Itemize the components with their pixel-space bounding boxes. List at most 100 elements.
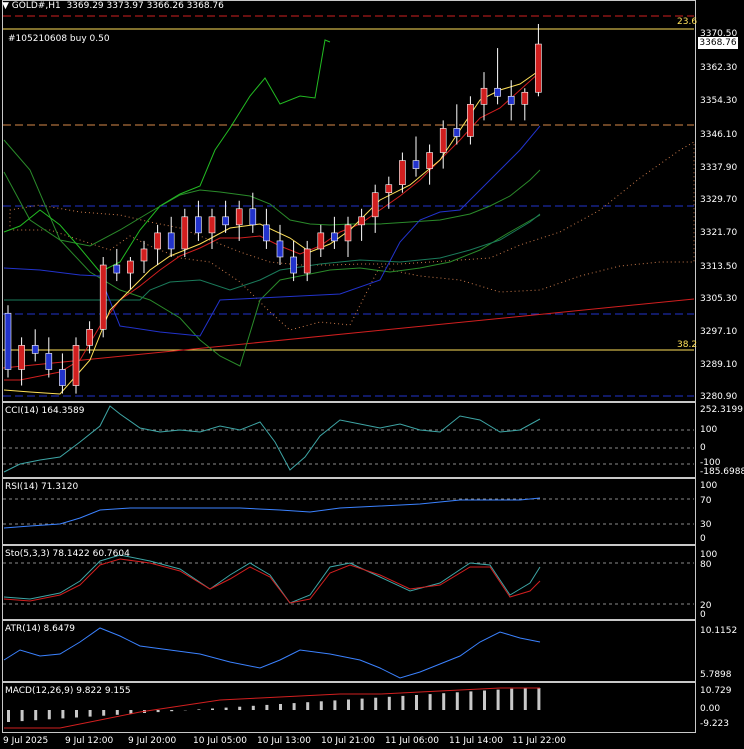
order-label: #105210608 buy 0.50 — [8, 34, 110, 44]
macd-histogram-bar — [523, 688, 527, 710]
macd-histogram-bar — [510, 688, 514, 710]
candle-body — [303, 248, 311, 274]
macd-histogram-bar — [115, 710, 119, 715]
stochastic-pane[interactable]: Sto(5,3,3) 78.1422 60.7604 100 80 20 0 — [0, 545, 744, 620]
macd-histogram-bar — [415, 695, 418, 710]
price-tick: 3362.30 — [700, 63, 738, 73]
macd-histogram-bar — [428, 694, 432, 710]
time-label: 9 Jul 2025 — [3, 736, 49, 746]
cci-tick: 0 — [700, 443, 706, 453]
candle-body — [195, 216, 202, 234]
time-label: 10 Jul 13:00 — [257, 736, 311, 746]
macd-histogram-bar — [197, 709, 201, 710]
price-tick: 3297.10 — [700, 327, 738, 337]
macd-histogram-bar — [360, 698, 364, 710]
price-pane[interactable]: ▼ GOLD#,H1 3369.29 3373.97 3366.26 3368.… — [0, 0, 744, 402]
price-tick: 3337.90 — [700, 163, 738, 173]
time-label: 11 Jul 22:00 — [512, 736, 566, 746]
macd-label: MACD(12,26,9) 9.822 9.155 — [5, 686, 131, 696]
price-chart[interactable] — [0, 0, 744, 402]
rsi-tick: 100 — [700, 481, 718, 491]
moving-average — [3, 69, 541, 395]
cci-tick: -100 — [700, 458, 721, 468]
macd-histogram-bar — [75, 710, 78, 718]
dropdown-triangle-icon[interactable]: ▼ — [2, 1, 9, 11]
rsi-pane[interactable]: RSI(14) 71.3120 100 70 30 0 — [0, 478, 744, 545]
atr-pane[interactable]: ATR(14) 8.6479 10.1152 5.7898 — [0, 620, 744, 682]
price-tick: 3289.10 — [700, 360, 738, 370]
price-tick: 3370.50 — [700, 29, 738, 39]
macd-histogram-bar — [455, 692, 459, 710]
cci-pane[interactable]: CCI(14) 164.3589 252.3199 100 0 -100 -18… — [0, 402, 744, 478]
macd-histogram-bar — [442, 693, 446, 710]
macd-histogram-bar — [129, 710, 133, 714]
macd-plot-frame — [2, 682, 696, 733]
price-tick: 3313.50 — [700, 262, 738, 272]
price-tick: 3280.90 — [700, 392, 738, 402]
time-axis[interactable]: 9 Jul 2025 9 Jul 12:00 9 Jul 20:00 10 Ju… — [0, 733, 744, 749]
candle-body — [331, 232, 338, 242]
macd-histogram-bar — [251, 705, 255, 710]
macd-histogram-bar — [401, 695, 405, 710]
sto-main-line — [3, 554, 541, 604]
time-label: 10 Jul 05:00 — [193, 736, 247, 746]
chart-header: ▼ GOLD#,H1 3369.29 3373.97 3366.26 3368.… — [2, 1, 224, 11]
candle-body — [426, 152, 433, 169]
macd-pane[interactable]: MACD(12,26,9) 9.822 9.155 10.729 0.00 -9… — [0, 682, 744, 733]
macd-axis[interactable]: 10.729 0.00 -9.223 — [696, 682, 744, 733]
macd-tick: 0.00 — [700, 704, 721, 714]
sto-tick: 0 — [700, 610, 706, 620]
candle-body — [290, 256, 297, 274]
candle-body — [154, 232, 161, 250]
candle-body — [45, 353, 53, 370]
candle-body — [371, 192, 379, 218]
candle-body — [467, 104, 474, 137]
candle-body — [439, 128, 447, 153]
price-tick: 3329.70 — [700, 195, 738, 205]
macd-histogram-bar — [61, 710, 65, 719]
rsi-chart — [3, 497, 694, 529]
macd-histogram-bar — [496, 689, 500, 710]
candle-body — [399, 160, 406, 185]
candle-body — [358, 216, 365, 226]
candle-body — [31, 345, 39, 354]
macd-histogram-bar — [7, 710, 10, 722]
cci-plot-frame — [2, 402, 696, 478]
cci-tick: 100 — [700, 425, 718, 435]
sto-tick: 80 — [700, 560, 712, 570]
atr-plot-frame — [2, 620, 696, 682]
rsi-axis[interactable]: 100 70 30 0 — [696, 478, 744, 545]
atr-tick: 5.7898 — [700, 670, 732, 680]
time-label: 10 Jul 21:00 — [321, 736, 375, 746]
fib-label-top: 23.6 — [677, 17, 698, 27]
macd-signal-line — [4, 687, 540, 729]
candle-body — [263, 224, 270, 242]
time-label: 9 Jul 20:00 — [128, 736, 177, 746]
atr-label: ATR(14) 8.6479 — [5, 624, 76, 634]
candle-body — [385, 184, 393, 194]
price-plot-frame — [2, 0, 696, 402]
candle-body — [59, 369, 66, 386]
macd-histogram-bar — [238, 706, 242, 710]
sto-axis[interactable]: 100 80 20 0 — [696, 545, 744, 620]
atr-axis[interactable]: 10.1152 5.7898 — [696, 620, 744, 682]
bollinger-upper — [3, 169, 541, 247]
candle-body — [276, 240, 284, 258]
cci-axis[interactable]: 252.3199 100 0 -100 -185.6988 — [696, 402, 744, 478]
atr-line — [3, 627, 541, 679]
cci-tick: 252.3199 — [700, 405, 743, 415]
ichimoku-cloud — [9, 141, 695, 331]
macd-histogram-bar — [47, 710, 51, 720]
candle-body — [453, 128, 461, 137]
macd-histogram-bar — [34, 710, 38, 721]
symbol-label: GOLD#,H1 — [11, 1, 61, 11]
price-axis[interactable]: 3370.50 3362.30 3354.30 3346.10 3337.90 … — [696, 0, 744, 402]
macd-histogram-bar — [20, 710, 24, 722]
candle-body — [235, 208, 243, 226]
candle-body — [521, 91, 529, 105]
ohlc-values: 3369.29 3373.97 3366.26 3368.76 — [66, 1, 224, 11]
price-tick: 3354.30 — [700, 96, 738, 106]
macd-histogram-bar — [279, 704, 282, 710]
current-price-box: 3368.76 — [698, 37, 738, 49]
